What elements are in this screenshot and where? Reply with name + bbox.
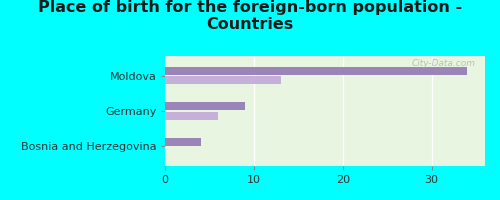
Bar	[165, 102, 245, 110]
Bar	[165, 138, 200, 146]
Bar	[165, 67, 467, 75]
Text: Place of birth for the foreign-born population -
Countries: Place of birth for the foreign-born popu…	[38, 0, 462, 32]
Bar	[165, 112, 218, 120]
Bar	[165, 76, 280, 84]
Text: City-Data.com: City-Data.com	[412, 59, 476, 68]
